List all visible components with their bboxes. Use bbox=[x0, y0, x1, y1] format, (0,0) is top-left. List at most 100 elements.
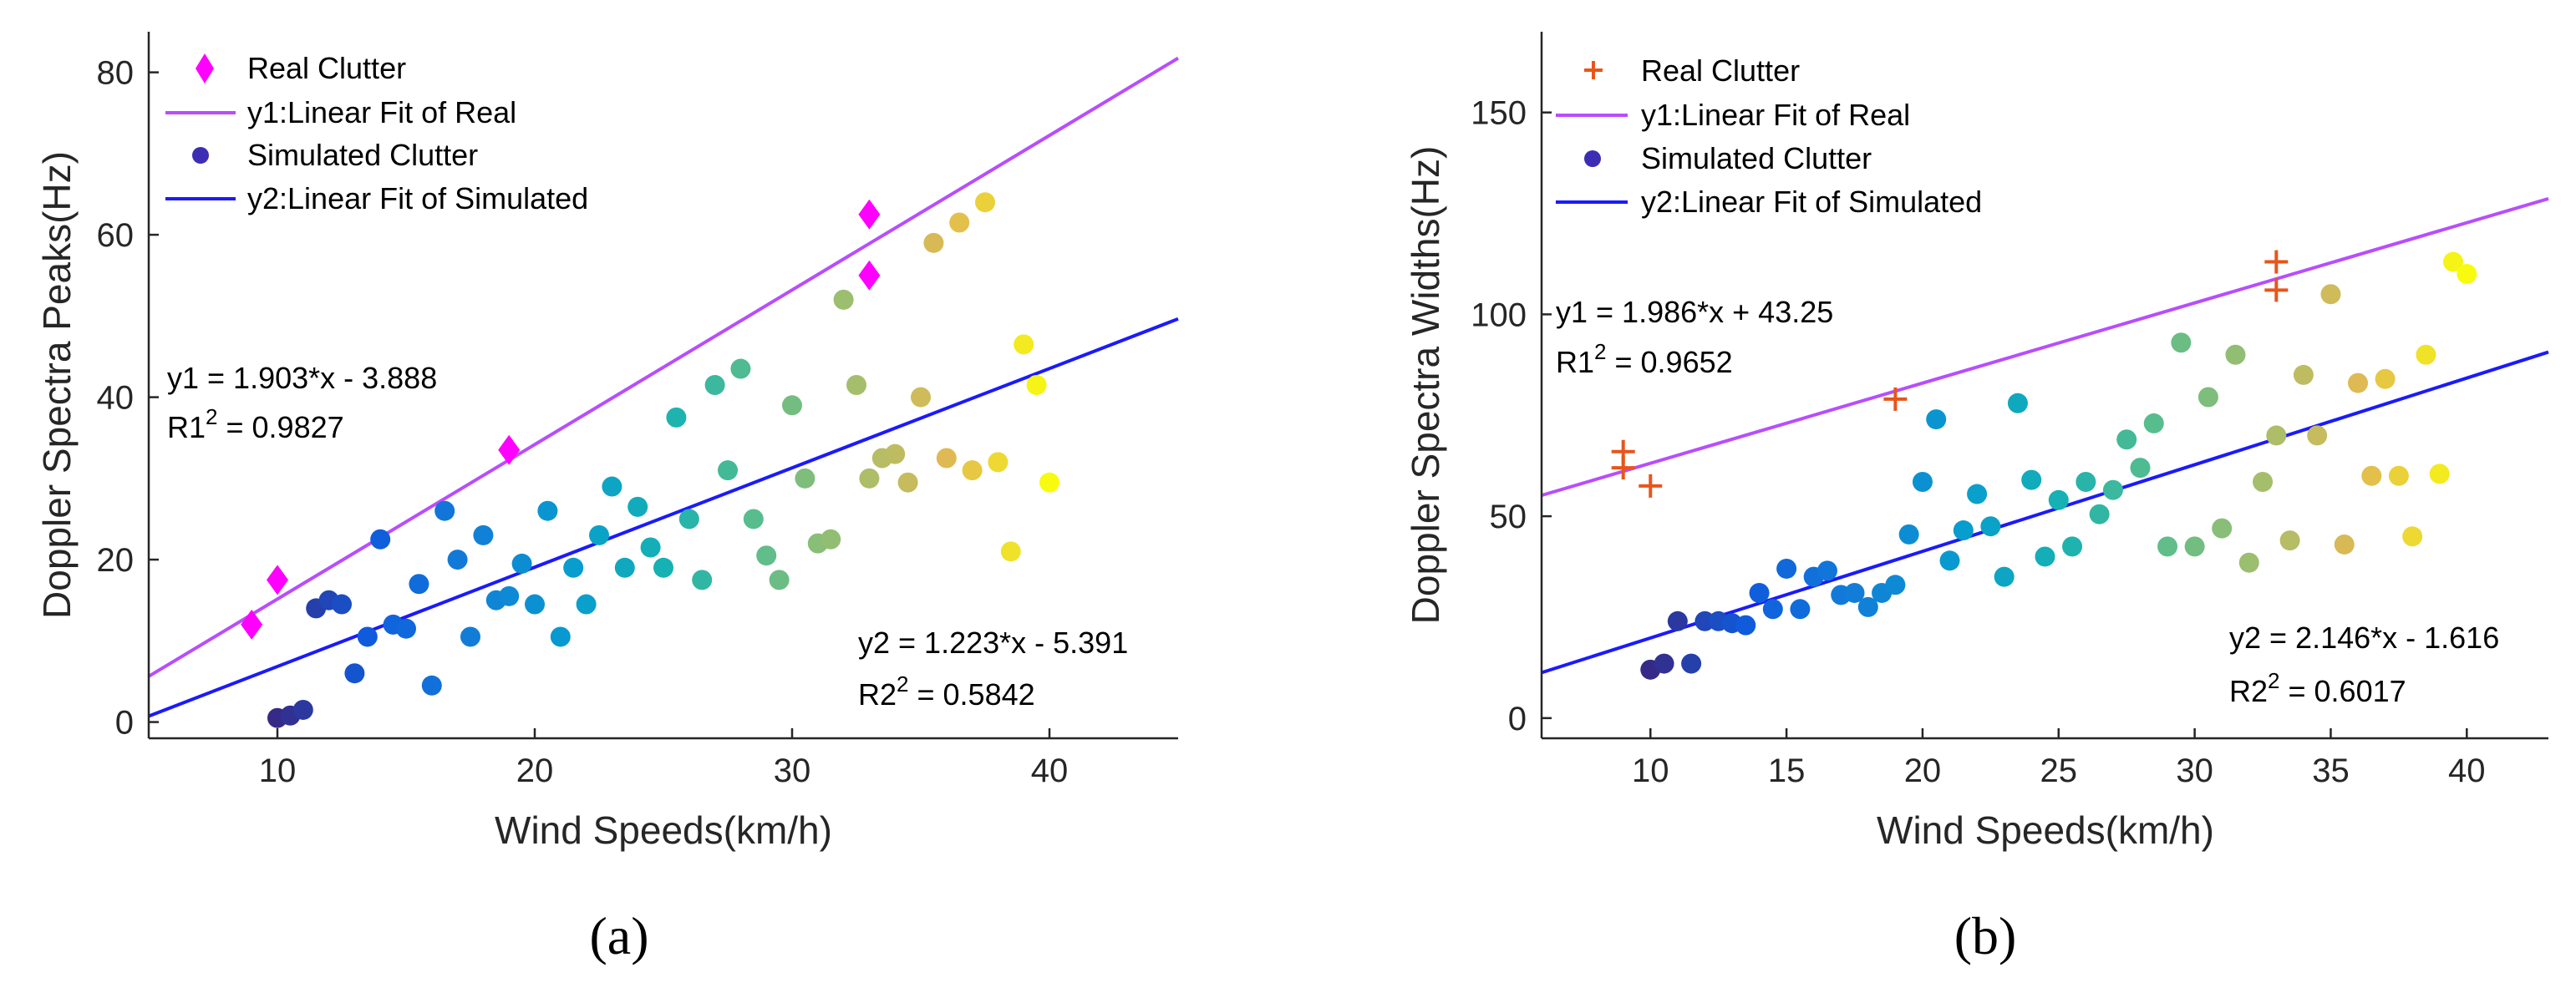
simulated-clutter-point bbox=[640, 537, 661, 558]
simulated-clutter-point bbox=[576, 594, 597, 615]
simulated-clutter-point bbox=[859, 468, 880, 489]
ticks-a: 10 20 30 40 0 20 40 60 80 bbox=[97, 55, 1069, 789]
real-clutter-point bbox=[858, 260, 881, 291]
x-tick-label: 40 bbox=[1031, 752, 1069, 789]
simulated-clutter-point bbox=[936, 448, 957, 469]
y-tick-label: 150 bbox=[1471, 95, 1527, 132]
y-tick-label: 60 bbox=[97, 217, 135, 254]
y-tick-label: 80 bbox=[97, 55, 135, 92]
simulated-clutter-point bbox=[2143, 413, 2164, 433]
simulated-clutter-point bbox=[563, 557, 584, 578]
simulated-clutter-point bbox=[1967, 484, 1988, 504]
simulated-clutter-point bbox=[2021, 469, 2042, 490]
x-tick-label: 40 bbox=[2448, 752, 2486, 789]
simulated-clutter-point bbox=[460, 626, 480, 647]
simulated-clutter-point bbox=[511, 553, 532, 574]
simulated-clutter-point bbox=[357, 626, 378, 647]
simulated-clutter-point bbox=[1980, 516, 2001, 537]
simulated-clutter-point bbox=[1926, 409, 1947, 430]
simulated-clutter-point bbox=[743, 509, 764, 529]
fit-lines-a bbox=[147, 56, 1180, 718]
legend-label-fit-simulated-b: y2:Linear Fit of Simulated bbox=[1641, 185, 1982, 219]
x-tick-label: 25 bbox=[2040, 752, 2078, 789]
simulated-clutter-point bbox=[795, 468, 815, 489]
data-points-a bbox=[241, 192, 1059, 728]
annotation-r2-y2-a: R22 = 0.5842 bbox=[858, 671, 1035, 712]
legend-marker-simulated-clutter-b bbox=[1584, 150, 1601, 167]
simulated-clutter-point bbox=[499, 585, 520, 606]
simulated-clutter-point bbox=[2212, 518, 2233, 539]
axes-a bbox=[147, 32, 1178, 740]
simulated-clutter-point bbox=[949, 212, 970, 233]
simulated-clutter-point bbox=[988, 452, 1009, 473]
simulated-clutter-point bbox=[2307, 425, 2328, 446]
real-clutter-point bbox=[1611, 439, 1635, 464]
simulated-clutter-point bbox=[1026, 375, 1047, 395]
simulated-clutter-point bbox=[2293, 364, 2314, 385]
legend-marker-real-clutter-a bbox=[196, 53, 214, 84]
simulated-clutter-point bbox=[525, 594, 545, 615]
simulated-clutter-point bbox=[1014, 334, 1034, 355]
simulated-clutter-point bbox=[1939, 550, 1960, 571]
x-tick-label: 10 bbox=[259, 752, 297, 789]
simulated-clutter-point bbox=[1776, 558, 1797, 579]
panel-a: 10 20 30 40 0 20 40 60 80 Real Clutter y1:Linear… bbox=[35, 32, 1180, 965]
simulated-clutter-point bbox=[2429, 464, 2450, 484]
simulated-clutter-point bbox=[718, 460, 738, 481]
simulated-clutter-point bbox=[2320, 284, 2341, 305]
legend-label-fit-real-a: y1:Linear Fit of Real bbox=[247, 95, 516, 129]
simulated-clutter-point bbox=[1681, 653, 1702, 674]
real-clutter-point bbox=[1883, 387, 1908, 411]
simulated-clutter-point bbox=[666, 407, 687, 428]
simulated-clutter-point bbox=[769, 570, 790, 590]
legend-label-fit-simulated-a: y2:Linear Fit of Simulated bbox=[247, 181, 588, 215]
real-clutter-point bbox=[858, 199, 881, 230]
x-axis-label-b: Wind Speeds(km/h) bbox=[1877, 808, 2214, 852]
legend-a: Real Clutter y1:Linear Fit of Real Simul… bbox=[165, 51, 588, 215]
simulated-clutter-point bbox=[332, 594, 352, 615]
simulated-clutter-point bbox=[2062, 536, 2083, 557]
annotation-r2-y1-a: R12 = 0.9827 bbox=[167, 404, 344, 444]
y-tick-label: 0 bbox=[1508, 701, 1527, 737]
simulated-clutter-point bbox=[2416, 344, 2436, 365]
simulated-clutter-point bbox=[1000, 541, 1021, 562]
simulated-clutter-point bbox=[833, 289, 854, 310]
panel-caption-b: (b) bbox=[1954, 906, 2017, 965]
simulated-clutter-point bbox=[2089, 504, 2110, 524]
simulated-clutter-point bbox=[1735, 615, 1756, 636]
simulated-clutter-point bbox=[1749, 582, 1770, 603]
legend-label-simulated-clutter-b: Simulated Clutter bbox=[1641, 141, 1872, 175]
annotation-eq-y2-a: y2 = 1.223*x - 5.391 bbox=[858, 626, 1128, 660]
simulated-clutter-point bbox=[1816, 560, 1837, 581]
simulated-clutter-point bbox=[923, 232, 944, 253]
simulated-clutter-point bbox=[2130, 458, 2151, 479]
simulated-clutter-point bbox=[2334, 534, 2355, 555]
simulated-clutter-point bbox=[550, 626, 571, 647]
legend-b: Real Clutter y1:Linear Fit of Real Simul… bbox=[1556, 53, 1982, 219]
annotation-r2-y1-b: R12 = 0.9652 bbox=[1556, 339, 1733, 379]
simulated-clutter-point bbox=[885, 443, 906, 464]
simulated-clutter-point bbox=[2457, 264, 2477, 285]
simulated-clutter-point bbox=[537, 500, 558, 521]
simulated-clutter-point bbox=[756, 545, 777, 566]
simulated-clutter-point bbox=[2361, 465, 2382, 486]
x-tick-label: 30 bbox=[2176, 752, 2213, 789]
x-axis-label-a: Wind Speeds(km/h) bbox=[495, 808, 832, 852]
simulated-clutter-point bbox=[602, 476, 622, 497]
simulated-clutter-point bbox=[434, 500, 455, 521]
simulated-clutter-point bbox=[1857, 596, 1878, 617]
real-clutter-point bbox=[267, 565, 288, 595]
simulated-clutter-point bbox=[730, 358, 751, 379]
simulated-clutter-point bbox=[2157, 536, 2178, 557]
simulated-clutter-point bbox=[2048, 489, 2069, 510]
axes-b bbox=[1540, 32, 2548, 740]
annotation-eq-y2-b: y2 = 2.146*x - 1.616 bbox=[2229, 621, 2499, 655]
legend-label-real-clutter-b: Real Clutter bbox=[1641, 53, 1800, 88]
simulated-clutter-point bbox=[2238, 552, 2259, 573]
y-axis-label-a: Doppler Spectra Peaks(Hz) bbox=[35, 151, 79, 619]
x-tick-label: 30 bbox=[774, 752, 811, 789]
simulated-clutter-point bbox=[1654, 653, 1674, 674]
annotation-eq-y1-a: y1 = 1.903*x - 3.888 bbox=[167, 361, 437, 395]
real-clutter-point bbox=[241, 609, 263, 640]
